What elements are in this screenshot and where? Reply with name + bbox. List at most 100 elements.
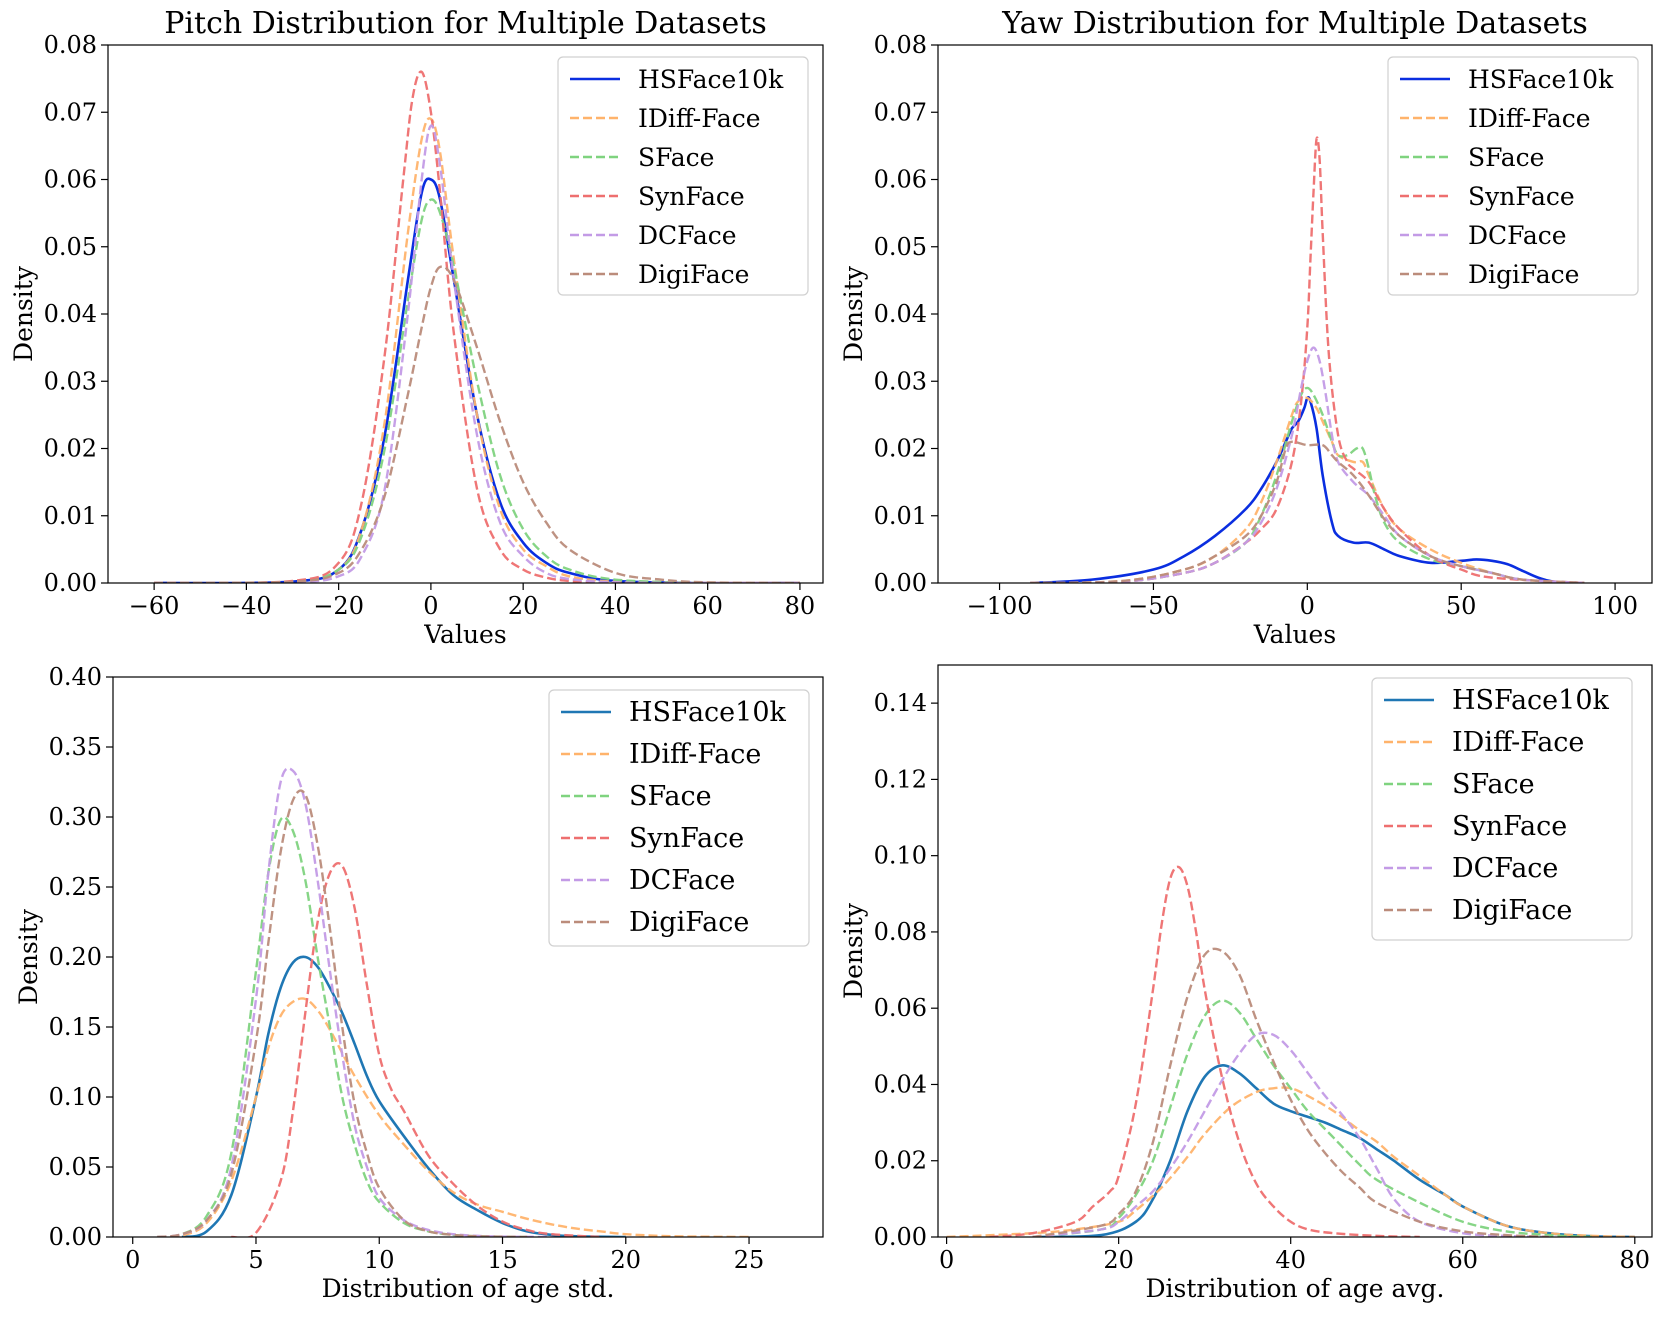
age-avg-series-group (946, 865, 1635, 1237)
pitch-ytick-label: 0.00 (44, 569, 97, 597)
pitch-ytick-label: 0.06 (44, 166, 97, 194)
pitch-xtick-label: 80 (785, 592, 816, 620)
age-avg-ytick-label: 0.10 (874, 842, 927, 870)
pitch-line-sface (154, 198, 800, 583)
yaw-ytick-label: 0.06 (874, 166, 927, 194)
pitch-xtick-label: −20 (313, 592, 364, 620)
pitch-xtick-label: 60 (692, 592, 723, 620)
age-avg-ytick-label: 0.14 (874, 689, 927, 717)
yaw-xlabel: Values (1253, 620, 1336, 649)
age-std-ytick-label: 0.35 (49, 733, 102, 761)
pitch-xtick-label: 0 (423, 592, 438, 620)
age-std-ytick-label: 0.10 (49, 1083, 102, 1111)
yaw-ylabel: Density (839, 265, 868, 362)
age-std-line-sface (157, 815, 528, 1237)
age-avg-ytick-label: 0.08 (874, 918, 927, 946)
age-std-line-hsface10k (181, 955, 626, 1237)
pitch-xtick-label: 40 (600, 592, 631, 620)
age-avg-axes-frame (937, 664, 1653, 1238)
age-std-xtick-label: 5 (248, 1246, 263, 1274)
age-avg-legend: HSFace10k IDiff-Face SFace SynFace DCFace Dig… (1371, 677, 1633, 941)
pitch-legend-label-sface: SFace (638, 143, 714, 172)
age-std-xlabel: Distribution of age std. (322, 1274, 615, 1303)
yaw-legend: HSFace10k IDiff-Face SFace SynFace DCFace Dig… (1387, 56, 1639, 296)
yaw-line-hsface10k (1030, 396, 1585, 583)
pitch-ytick-label: 0.08 (44, 31, 97, 59)
age-avg-xtick-label: 80 (1620, 1246, 1651, 1274)
age-std-series-group (157, 767, 750, 1237)
age-std-legend-label-sface: SFace (629, 781, 712, 812)
yaw-ytick-label: 0.01 (874, 502, 927, 530)
age-std-legend-box (548, 689, 810, 947)
chart-pitch: −60 −40 −20 0 20 40 60 80 0.00 0.01 0.02 0.03 0.04 0.… (9, 6, 824, 649)
age-std-ytick-label: 0.25 (49, 873, 102, 901)
pitch-legend-box (557, 56, 809, 296)
yaw-series-group (1030, 136, 1585, 583)
yaw-ytick-label: 0.03 (874, 367, 927, 395)
pitch-legend: HSFace10k IDiff-Face SFace SynFace DCFace Dig… (557, 56, 809, 296)
age-avg-xtick-label: 20 (1103, 1246, 1134, 1274)
yaw-legend-label-sface: SFace (1468, 143, 1544, 172)
age-std-ytick-label: 0.00 (49, 1223, 102, 1251)
pitch-legend-label-dcface: DCFace (638, 221, 737, 250)
age-std-legend-label-digiface: DigiFace (629, 907, 749, 938)
age-avg-legend-label-digiface: DigiFace (1452, 895, 1572, 926)
age-avg-xtick-label: 0 (939, 1246, 954, 1274)
age-std-line-digiface (157, 789, 528, 1237)
chart-age-std: 0 5 10 15 20 25 0.00 0.05 0.10 0.15 0.20 0.25 0.30 0.… (14, 663, 824, 1303)
age-avg-legend-label-idiff-face: IDiff-Face (1452, 727, 1584, 758)
yaw-xtick-label: 0 (1300, 592, 1315, 620)
age-std-ylabel: Density (14, 908, 43, 1005)
pitch-line-idiff-face (154, 117, 800, 583)
age-avg-ytick-label: 0.04 (874, 1070, 927, 1098)
age-std-line-dcface (157, 767, 552, 1237)
pitch-xlabel: Values (423, 620, 506, 649)
pitch-legend-label-hsface10k: HSFace10k (638, 65, 784, 94)
age-std-ytick-label: 0.40 (49, 663, 102, 691)
age-std-legend-label-hsface10k: HSFace10k (629, 697, 786, 728)
age-avg-legend-box (1371, 677, 1633, 941)
age-avg-line-idiff-face (946, 1086, 1635, 1237)
yaw-ytick-label: 0.02 (874, 435, 927, 463)
chart-age-avg: 0 20 40 60 80 0.00 0.02 0.04 0.06 0.08 0.10 0.12 0.1… (839, 664, 1653, 1303)
age-std-legend-label-synface: SynFace (629, 823, 744, 854)
age-avg-line-sface (1032, 999, 1592, 1237)
age-std-line-idiff-face (157, 997, 750, 1237)
age-avg-ytick-label: 0.06 (874, 994, 927, 1022)
yaw-line-sface (1030, 386, 1585, 583)
pitch-line-synface (154, 70, 800, 583)
age-std-xtick-label: 25 (734, 1246, 765, 1274)
pitch-series-group (154, 70, 800, 583)
age-std-xtick-label: 10 (364, 1246, 395, 1274)
chart-yaw: −100 −50 0 50 100 0.00 0.01 0.02 0.03 0.04 0.05 0.0… (839, 6, 1653, 649)
age-std-line-synface (231, 861, 602, 1237)
yaw-line-digiface (1030, 440, 1585, 583)
yaw-ytick-label: 0.04 (874, 300, 927, 328)
age-avg-line-dcface (1032, 1031, 1549, 1237)
age-std-xtick-label: 20 (611, 1246, 642, 1274)
age-avg-ytick-label: 0.02 (874, 1147, 927, 1175)
yaw-legend-label-idiff-face: IDiff-Face (1468, 104, 1591, 133)
pitch-ytick-label: 0.04 (44, 300, 97, 328)
pitch-xtick-label: 20 (508, 592, 539, 620)
pitch-line-hsface10k (154, 177, 800, 583)
age-avg-legend-label-sface: SFace (1452, 769, 1535, 800)
pitch-ytick-label: 0.01 (44, 502, 97, 530)
yaw-xtick-label: 100 (1592, 592, 1638, 620)
yaw-ytick-label: 0.05 (874, 233, 927, 261)
age-avg-legend-label-hsface10k: HSFace10k (1452, 685, 1609, 716)
age-avg-legend-label-synface: SynFace (1452, 811, 1567, 842)
yaw-ytick-label: 0.07 (874, 98, 927, 126)
age-std-ytick-label: 0.20 (49, 943, 102, 971)
age-avg-legend-label-dcface: DCFace (1452, 853, 1558, 884)
pitch-ytick-label: 0.03 (44, 367, 97, 395)
pitch-line-dcface (154, 124, 800, 583)
pitch-ytick-label: 0.02 (44, 435, 97, 463)
yaw-xtick-label: −100 (967, 592, 1033, 620)
age-std-ytick-label: 0.05 (49, 1153, 102, 1181)
age-avg-ylabel: Density (839, 902, 868, 999)
age-avg-xlabel: Distribution of age avg. (1146, 1274, 1445, 1303)
age-std-legend: HSFace10k IDiff-Face SFace SynFace DCFace Dig… (548, 689, 810, 947)
pitch-legend-label-synface: SynFace (638, 182, 745, 211)
age-avg-line-digiface (1032, 947, 1549, 1237)
